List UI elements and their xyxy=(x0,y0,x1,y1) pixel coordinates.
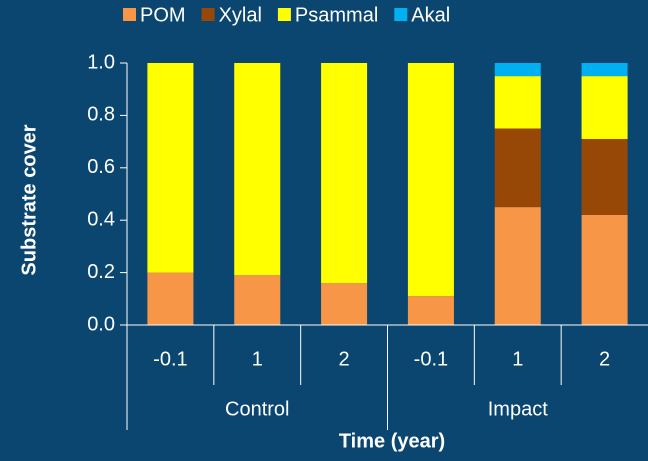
bar-segment xyxy=(494,76,541,129)
legend-swatch xyxy=(123,8,136,21)
x-axis-label: Time (year) xyxy=(339,430,445,452)
bar-segment xyxy=(147,272,194,325)
legend-label: Akal xyxy=(411,4,450,26)
y-tick-label: 0.2 xyxy=(87,261,115,283)
y-tick-label: 0.6 xyxy=(87,156,115,178)
legend-label: POM xyxy=(140,4,186,26)
bar-segment xyxy=(407,296,454,325)
legend-swatch xyxy=(201,8,215,21)
bar-segment xyxy=(581,63,628,77)
x-tick-label: 2 xyxy=(599,348,610,370)
legend-swatch xyxy=(394,8,408,21)
group-label: Control xyxy=(225,398,289,420)
legend-label: Xylal xyxy=(219,4,262,26)
bar-segment xyxy=(234,275,281,325)
bar-segment xyxy=(147,63,194,273)
x-tick-label: -0.1 xyxy=(414,348,448,370)
bar-segment xyxy=(407,63,454,297)
legend-label: Psammal xyxy=(295,4,378,26)
bar-segment xyxy=(321,63,368,284)
y-tick-label: 0.4 xyxy=(87,208,115,230)
bar-segment xyxy=(494,63,541,77)
y-tick-label: 0.8 xyxy=(87,104,115,126)
bar-segment xyxy=(321,283,368,325)
y-tick-label: 0.0 xyxy=(87,313,115,335)
bar-segment xyxy=(581,214,628,325)
x-tick-label: 2 xyxy=(339,348,350,370)
x-tick-label: 1 xyxy=(252,348,263,370)
y-tick-label: 1.0 xyxy=(87,51,115,73)
group-label: Impact xyxy=(488,398,548,420)
bar-segment xyxy=(581,138,628,215)
bar-segment xyxy=(581,76,628,139)
x-tick-label: 1 xyxy=(512,348,523,370)
legend-swatch xyxy=(277,8,291,21)
y-axis-label: Substrate cover xyxy=(18,124,40,275)
bar-segment xyxy=(234,63,281,276)
bar-segment xyxy=(494,207,541,325)
bar-segment xyxy=(494,128,541,208)
x-tick-label: -0.1 xyxy=(153,348,187,370)
